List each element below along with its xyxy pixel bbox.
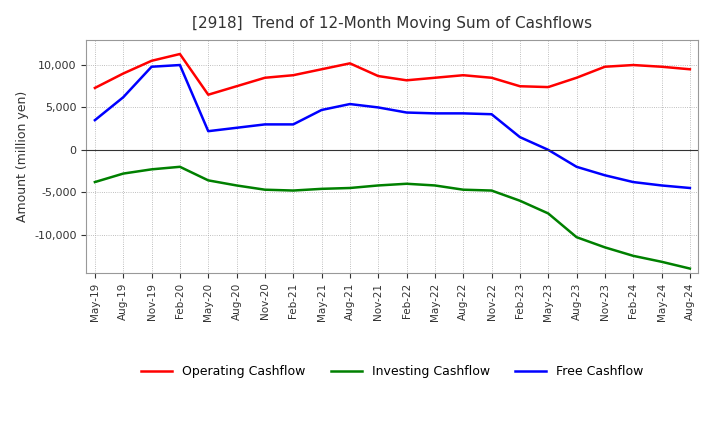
Investing Cashflow — [91, 180, 99, 185]
Investing Cashflow — [544, 211, 552, 216]
Investing Cashflow — [318, 186, 326, 191]
Free Cashflow — [600, 172, 609, 178]
Operating Cashflow — [346, 61, 354, 66]
Investing Cashflow — [148, 167, 156, 172]
Investing Cashflow — [402, 181, 411, 187]
Investing Cashflow — [459, 187, 467, 192]
Operating Cashflow — [119, 71, 127, 76]
Operating Cashflow — [233, 84, 241, 89]
Free Cashflow — [346, 101, 354, 106]
Free Cashflow — [685, 185, 694, 191]
Line: Free Cashflow: Free Cashflow — [95, 65, 690, 188]
Free Cashflow — [657, 183, 666, 188]
Investing Cashflow — [600, 245, 609, 250]
Free Cashflow — [176, 62, 184, 68]
Operating Cashflow — [289, 73, 297, 78]
Investing Cashflow — [176, 164, 184, 169]
Free Cashflow — [572, 164, 581, 169]
Operating Cashflow — [657, 64, 666, 70]
Free Cashflow — [318, 107, 326, 113]
Free Cashflow — [402, 110, 411, 115]
Investing Cashflow — [516, 198, 524, 203]
Operating Cashflow — [600, 64, 609, 70]
Line: Operating Cashflow: Operating Cashflow — [95, 54, 690, 95]
Y-axis label: Amount (million yen): Amount (million yen) — [16, 91, 29, 222]
Investing Cashflow — [346, 185, 354, 191]
Free Cashflow — [459, 111, 467, 116]
Operating Cashflow — [516, 84, 524, 89]
Free Cashflow — [233, 125, 241, 130]
Operating Cashflow — [459, 73, 467, 78]
Investing Cashflow — [572, 235, 581, 240]
Investing Cashflow — [374, 183, 382, 188]
Free Cashflow — [487, 112, 496, 117]
Operating Cashflow — [572, 75, 581, 81]
Operating Cashflow — [487, 75, 496, 81]
Free Cashflow — [289, 122, 297, 127]
Investing Cashflow — [119, 171, 127, 176]
Free Cashflow — [148, 64, 156, 70]
Investing Cashflow — [685, 266, 694, 271]
Operating Cashflow — [629, 62, 637, 68]
Operating Cashflow — [431, 75, 439, 81]
Free Cashflow — [629, 180, 637, 185]
Operating Cashflow — [685, 66, 694, 72]
Operating Cashflow — [402, 78, 411, 83]
Investing Cashflow — [289, 188, 297, 193]
Free Cashflow — [261, 122, 269, 127]
Free Cashflow — [431, 111, 439, 116]
Free Cashflow — [91, 117, 99, 123]
Free Cashflow — [516, 135, 524, 140]
Line: Investing Cashflow: Investing Cashflow — [95, 167, 690, 268]
Investing Cashflow — [431, 183, 439, 188]
Operating Cashflow — [318, 66, 326, 72]
Investing Cashflow — [629, 253, 637, 258]
Operating Cashflow — [91, 85, 99, 91]
Free Cashflow — [119, 95, 127, 100]
Operating Cashflow — [374, 73, 382, 79]
Investing Cashflow — [657, 259, 666, 264]
Investing Cashflow — [204, 178, 212, 183]
Free Cashflow — [374, 105, 382, 110]
Free Cashflow — [544, 147, 552, 153]
Free Cashflow — [204, 128, 212, 134]
Operating Cashflow — [544, 84, 552, 90]
Investing Cashflow — [261, 187, 269, 192]
Operating Cashflow — [176, 51, 184, 57]
Operating Cashflow — [261, 75, 269, 81]
Investing Cashflow — [233, 183, 241, 188]
Investing Cashflow — [487, 188, 496, 193]
Legend: Operating Cashflow, Investing Cashflow, Free Cashflow: Operating Cashflow, Investing Cashflow, … — [136, 360, 649, 383]
Title: [2918]  Trend of 12-Month Moving Sum of Cashflows: [2918] Trend of 12-Month Moving Sum of C… — [192, 16, 593, 32]
Operating Cashflow — [204, 92, 212, 97]
Operating Cashflow — [148, 58, 156, 63]
